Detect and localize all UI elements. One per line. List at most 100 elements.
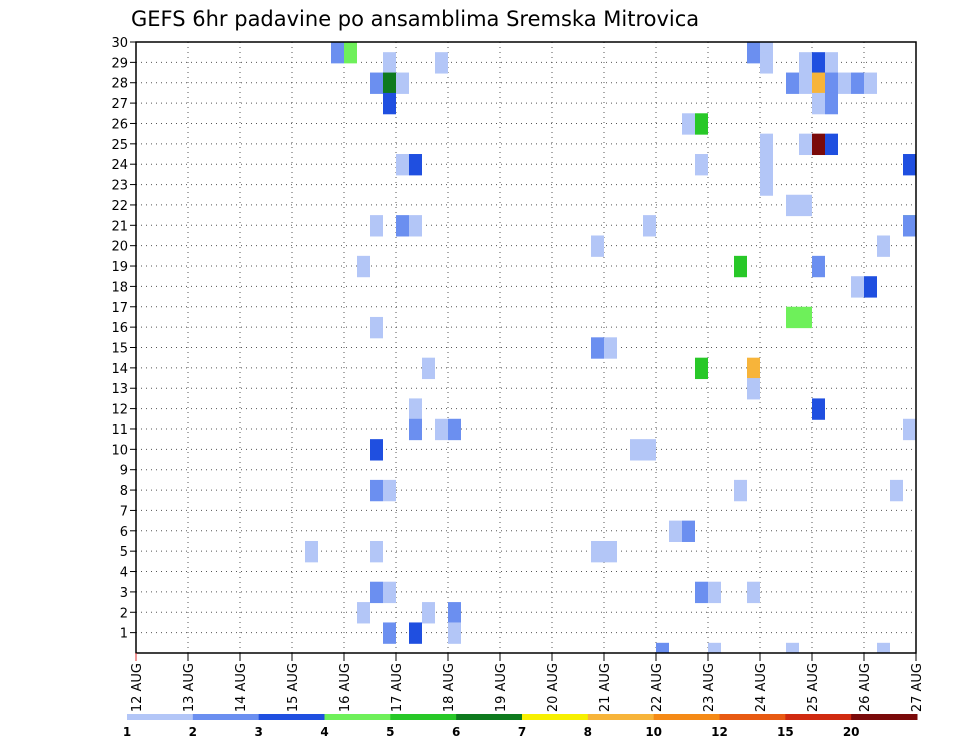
- precip-cell: [383, 581, 396, 604]
- y-tick-label: 21: [111, 219, 128, 234]
- precip-cell: [370, 72, 383, 94]
- x-tick-label: 13 AUG: [182, 663, 197, 712]
- x-axis: 12 AUG 13 AUG 14 AUG 15 AUG 16 AUG 17 AUG 18 A…: [130, 653, 925, 712]
- x-tick-label: 22 AUG: [650, 663, 665, 712]
- x-tick-label: 23 AUG: [702, 663, 717, 712]
- y-tick-label: 1: [120, 627, 128, 642]
- precip-cell: [734, 479, 747, 502]
- precip-cell: [643, 215, 656, 237]
- precip-cell: [383, 72, 396, 94]
- colorbar-segment: [719, 714, 786, 720]
- y-tick-label: 6: [120, 525, 128, 540]
- colorbar-label: 4: [320, 725, 328, 739]
- precip-cell: [812, 92, 825, 115]
- precip-cell: [630, 439, 656, 461]
- y-tick-label: 11: [111, 423, 128, 438]
- y-tick-label: 14: [111, 362, 128, 377]
- y-tick-label: 13: [111, 382, 128, 397]
- x-tick-label: 19 AUG: [494, 663, 509, 712]
- precip-cell: [448, 602, 461, 624]
- x-tick-label: 15 AUG: [286, 663, 301, 712]
- precip-cell: [370, 479, 383, 502]
- colorbar-label: 2: [189, 725, 197, 739]
- precip-cell: [747, 357, 760, 380]
- precip-cell: [591, 337, 604, 359]
- precip-cell: [747, 581, 760, 604]
- precip-cell: [708, 581, 721, 604]
- colorbar-label: 5: [386, 725, 394, 739]
- precip-cell: [695, 357, 708, 380]
- precip-cell: [903, 215, 916, 237]
- colorbar-segment: [192, 714, 260, 720]
- precip-cell: [370, 581, 383, 604]
- colorbar-segment: [851, 714, 918, 720]
- precip-cell: [448, 622, 461, 644]
- precip-cell: [370, 215, 383, 237]
- colorbar-segment: [324, 714, 391, 720]
- x-tick-label: 24 AUG: [754, 663, 769, 712]
- colorbar-segment: [390, 714, 457, 720]
- colorbar-label: 3: [254, 725, 262, 739]
- y-tick-label: 25: [111, 138, 128, 153]
- precip-cell: [422, 602, 435, 624]
- colorbar-label: 8: [584, 725, 592, 739]
- precip-cell: [825, 133, 838, 156]
- precip-cell: [786, 194, 799, 217]
- y-tick-label: 17: [111, 301, 128, 316]
- precip-cell: [851, 276, 864, 298]
- precip-cell: [825, 92, 838, 115]
- precip-cell: [825, 72, 838, 94]
- x-tick-label: 21 AUG: [598, 663, 613, 712]
- precip-cell: [695, 113, 708, 135]
- precip-cell: [786, 72, 799, 94]
- x-tick-label: 17 AUG: [390, 663, 405, 712]
- precip-cell: [890, 479, 903, 502]
- precip-cell: [812, 133, 825, 156]
- precip-cell: [864, 72, 877, 94]
- y-tick-label: 27: [111, 97, 128, 112]
- y-tick-label: 16: [111, 321, 128, 336]
- y-tick-label: 7: [120, 504, 128, 519]
- precip-cell: [409, 154, 422, 176]
- precip-cell: [435, 418, 448, 441]
- colorbar-label: 7: [518, 725, 526, 739]
- y-tick-label: 23: [111, 179, 128, 194]
- precip-cell: [747, 378, 760, 400]
- grid: [136, 41, 916, 653]
- precip-cell: [799, 72, 812, 94]
- y-tick-label: 15: [111, 342, 128, 357]
- x-tick-label: 20 AUG: [546, 663, 561, 712]
- precip-cell: [370, 439, 383, 461]
- y-tick-label: 2: [120, 606, 128, 621]
- precip-cell: [331, 42, 344, 64]
- precip-cell: [812, 398, 825, 420]
- precip-cell: [760, 133, 773, 156]
- precip-cell: [799, 194, 812, 217]
- x-tick-label: 26 AUG: [858, 663, 873, 712]
- y-tick-label: 4: [120, 566, 128, 581]
- colorbar-label: 20: [843, 725, 860, 739]
- colorbar-segment: [127, 714, 194, 720]
- precip-cell: [357, 255, 370, 278]
- colorbar-label: 10: [645, 725, 662, 739]
- x-tick-label: 18 AUG: [442, 663, 457, 712]
- precip-cell: [812, 255, 825, 278]
- y-axis: 1234567891011121314151617181920212223242…: [111, 36, 136, 642]
- colorbar-label: 1: [123, 725, 131, 739]
- precip-cell: [669, 520, 682, 542]
- precip-cell: [383, 52, 396, 74]
- precip-cell: [370, 316, 383, 339]
- precip-cell: [409, 622, 422, 644]
- y-tick-label: 28: [111, 77, 128, 92]
- precip-cell: [396, 215, 409, 237]
- precip-cell: [370, 540, 383, 563]
- precip-cell: [409, 418, 422, 441]
- x-tick-label: 16 AUG: [338, 663, 353, 712]
- y-tick-label: 20: [111, 240, 128, 255]
- precip-cell: [305, 540, 318, 563]
- precip-cell: [383, 479, 396, 502]
- precip-cell: [656, 642, 669, 653]
- y-tick-label: 8: [120, 484, 128, 499]
- precip-cell: [825, 52, 838, 74]
- y-tick-label: 19: [111, 260, 128, 275]
